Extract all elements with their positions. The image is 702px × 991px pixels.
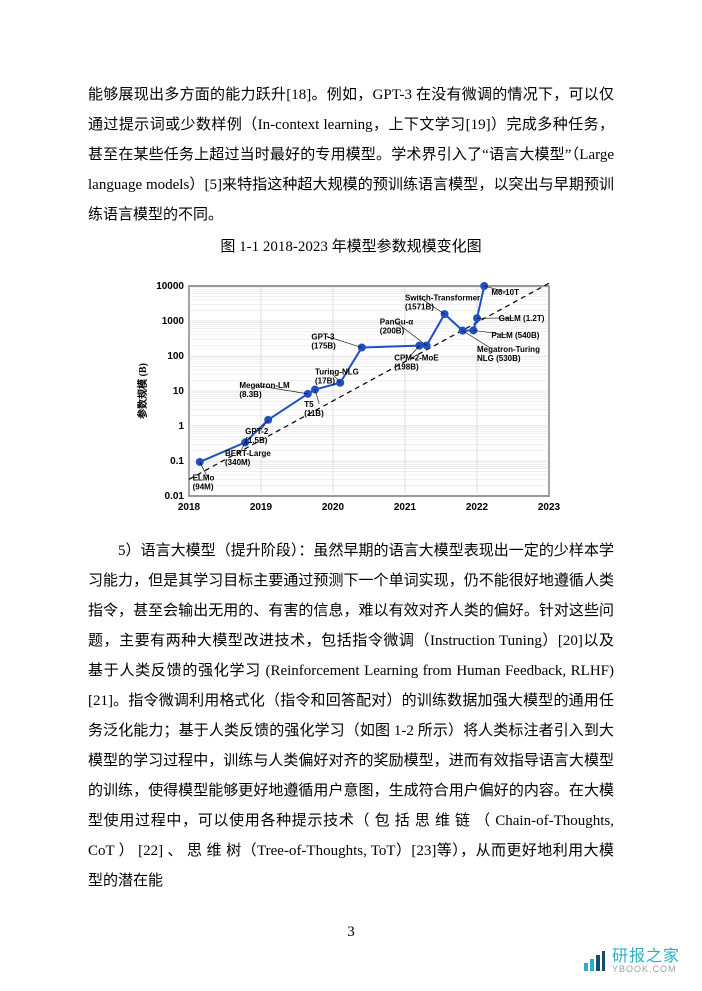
watermark-icon	[582, 949, 606, 973]
svg-text:2023: 2023	[538, 502, 561, 513]
svg-text:(1571B): (1571B)	[405, 303, 434, 312]
svg-text:Megatron-Turing: Megatron-Turing	[477, 345, 540, 354]
svg-text:BERT-Large: BERT-Large	[225, 449, 271, 458]
svg-text:PanGu-α: PanGu-α	[380, 317, 413, 326]
svg-text:M6-10T: M6-10T	[491, 288, 519, 297]
svg-text:1000: 1000	[162, 316, 185, 327]
watermark: 研报之家 YBOOK.COM	[582, 948, 680, 975]
svg-text:100: 100	[167, 351, 184, 362]
svg-text:(340M): (340M)	[225, 458, 251, 467]
paragraph-2: 5）语言大模型（提升阶段）：虽然早期的语言大模型表现出一定的少样本学习能力，但是…	[88, 536, 614, 896]
svg-text:2020: 2020	[322, 502, 345, 513]
svg-text:T5: T5	[304, 400, 314, 409]
svg-text:10: 10	[173, 386, 185, 397]
svg-text:2019: 2019	[250, 502, 273, 513]
svg-text:(11B): (11B)	[304, 409, 324, 418]
svg-text:0.01: 0.01	[165, 491, 185, 502]
figure-caption: 图 1-1 2018-2023 年模型参数规模变化图	[88, 232, 614, 262]
svg-text:0.1: 0.1	[170, 456, 184, 467]
svg-text:Megatron-LM: Megatron-LM	[239, 381, 290, 390]
svg-text:2021: 2021	[394, 502, 417, 513]
svg-text:CPM-2-MoE: CPM-2-MoE	[394, 353, 439, 362]
page-body: 能够展现出多方面的能力跃升[18]。例如，GPT-3 在没有微调的情况下，可以仅…	[0, 0, 702, 976]
svg-text:(17B): (17B)	[315, 376, 335, 385]
svg-text:PaLM (540B): PaLM (540B)	[491, 331, 539, 340]
svg-text:(8.3B): (8.3B)	[239, 390, 262, 399]
watermark-sub: YBOOK.COM	[612, 965, 680, 975]
svg-text:(175B): (175B)	[311, 341, 336, 350]
svg-text:ELMo: ELMo	[193, 473, 215, 482]
page-number: 3	[0, 924, 702, 941]
parameter-scale-chart: 0.01 0.1 1 10 100 1000 10000 2018 2019 2020 2021 20…	[131, 274, 571, 524]
svg-text:10000: 10000	[156, 281, 184, 292]
svg-text:GPT-3: GPT-3	[311, 332, 335, 341]
svg-text:GaLM (1.2T): GaLM (1.2T)	[499, 314, 545, 323]
svg-text:2018: 2018	[178, 502, 201, 513]
svg-text:NLG (530B): NLG (530B)	[477, 354, 521, 363]
svg-text:(1.5B): (1.5B)	[245, 436, 268, 445]
watermark-text: 研报之家 YBOOK.COM	[612, 948, 680, 975]
svg-text:Turing-NLG: Turing-NLG	[315, 367, 359, 376]
svg-text:1: 1	[178, 421, 184, 432]
watermark-main: 研报之家	[612, 948, 680, 966]
svg-text:(94M): (94M)	[193, 482, 214, 491]
svg-text:Switch-Transformer: Switch-Transformer	[405, 294, 480, 303]
svg-text:(198B): (198B)	[394, 362, 419, 371]
paragraph-1: 能够展现出多方面的能力跃升[18]。例如，GPT-3 在没有微调的情况下，可以仅…	[88, 80, 614, 230]
svg-text:GPT-2: GPT-2	[245, 427, 269, 436]
chart-container: 0.01 0.1 1 10 100 1000 10000 2018 2019 2020 2021 20…	[88, 274, 614, 524]
svg-text:参数规模 (B): 参数规模 (B)	[136, 363, 149, 419]
svg-text:(200B): (200B)	[380, 326, 405, 335]
svg-text:2022: 2022	[466, 502, 489, 513]
